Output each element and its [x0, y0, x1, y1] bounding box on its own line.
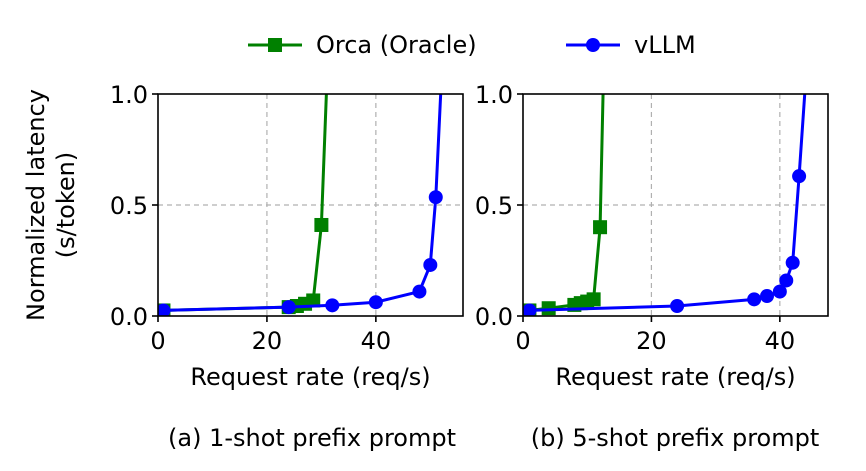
legend-orca-marker — [268, 38, 282, 52]
panel-b-vllm-point-3 — [760, 289, 774, 304]
legend: Orca (Oracle) vLLM — [248, 31, 696, 59]
panel-b-vllm-point-4 — [772, 284, 787, 299]
panel-a-x-axis-label: Request rate (req/s) — [190, 363, 430, 391]
panel-a-y-tick-label-2: 1.0 — [110, 81, 148, 109]
panel-a-vllm-point-3 — [368, 295, 383, 310]
panel-a-x-tick-label-2: 40 — [361, 327, 392, 355]
panel-a-vllm-point-1 — [281, 300, 296, 315]
legend-item-orca: Orca (Oracle) — [248, 31, 477, 59]
panel-b-x-tick-label-2: 40 — [765, 327, 796, 355]
panel-b-y-tick-label-0: 0.0 — [475, 303, 513, 331]
panel-a-orca-point-6 — [320, 76, 334, 90]
panel-b-vllm-point-5 — [779, 273, 794, 288]
panel-b-y-tick-label-2: 1.0 — [475, 81, 513, 109]
panel-a-orca-line — [163, 94, 328, 312]
legend-item-vllm: vLLM — [566, 31, 696, 59]
panel-b-x-axis-label: Request rate (req/s) — [555, 363, 795, 391]
panel-a-x-tick-label-0: 0 — [150, 327, 165, 355]
panel-a-series — [158, 76, 448, 316]
panel-b-vllm-point-2 — [747, 292, 762, 307]
panel-a-vllm-point-2 — [325, 298, 340, 313]
panel-a-y-tick-label-1: 0.5 — [110, 192, 148, 220]
panel-b-vllm-point-0 — [523, 303, 537, 316]
panel-a-1-shot: 0 20 40 0.0 0.5 1.0 Request rate (req/s) (a) … — [110, 76, 464, 452]
panel-a-caption: (a) 1-shot prefix prompt — [168, 424, 456, 452]
panel-a-vllm-point-5 — [423, 257, 438, 272]
panel-a-orca-point-4 — [306, 293, 321, 308]
panel-b-orca-line — [529, 94, 605, 312]
y-axis-label-line-2: (s/token) — [52, 152, 80, 258]
panel-b-orca-point-1 — [541, 301, 556, 316]
panel-b-ticks: 0 20 40 0.0 0.5 1.0 — [475, 81, 795, 355]
panel-b-orca-point-5 — [586, 292, 601, 307]
panel-a-vllm-point-6 — [428, 190, 443, 205]
panel-b-orca-point-6 — [593, 220, 608, 235]
panel-a-x-tick-label-1: 20 — [252, 327, 283, 355]
legend-orca-label: Orca (Oracle) — [316, 31, 477, 59]
panel-b-y-tick-label-1: 0.5 — [475, 192, 513, 220]
panel-b-vllm-point-8 — [799, 76, 813, 90]
panel-b-caption: (b) 5-shot prefix prompt — [531, 424, 820, 452]
panel-a-orca-point-5 — [314, 217, 329, 232]
panel-b-5-shot: 0 20 40 0.0 0.5 1.0 Request rate (req/s) (b) … — [475, 76, 829, 452]
panel-a-ticks: 0 20 40 0.0 0.5 1.0 — [110, 81, 391, 355]
y-axis-label-line-1: Normalized latency — [22, 89, 50, 321]
panel-a-vllm-point-0 — [158, 303, 171, 316]
panel-b-x-tick-label-0: 0 — [515, 327, 530, 355]
panel-a-vllm-point-4 — [412, 284, 427, 299]
panel-b-orca-point-7 — [596, 76, 610, 90]
panel-b-vllm-point-6 — [785, 255, 800, 270]
panel-b-vllm-point-7 — [792, 169, 807, 184]
panel-b-vllm-point-1 — [670, 299, 685, 314]
panel-a-grid — [158, 94, 463, 316]
legend-vllm-label: vLLM — [634, 31, 696, 59]
panel-b-x-tick-label-1: 20 — [636, 327, 667, 355]
legend-vllm-marker — [586, 38, 600, 52]
panel-a-vllm-point-7 — [434, 76, 448, 90]
panel-a-y-tick-label-0: 0.0 — [110, 303, 148, 331]
panel-b-series — [523, 76, 813, 316]
panel-a-vllm-line — [163, 94, 443, 312]
panel-b-vllm-line — [529, 94, 807, 312]
